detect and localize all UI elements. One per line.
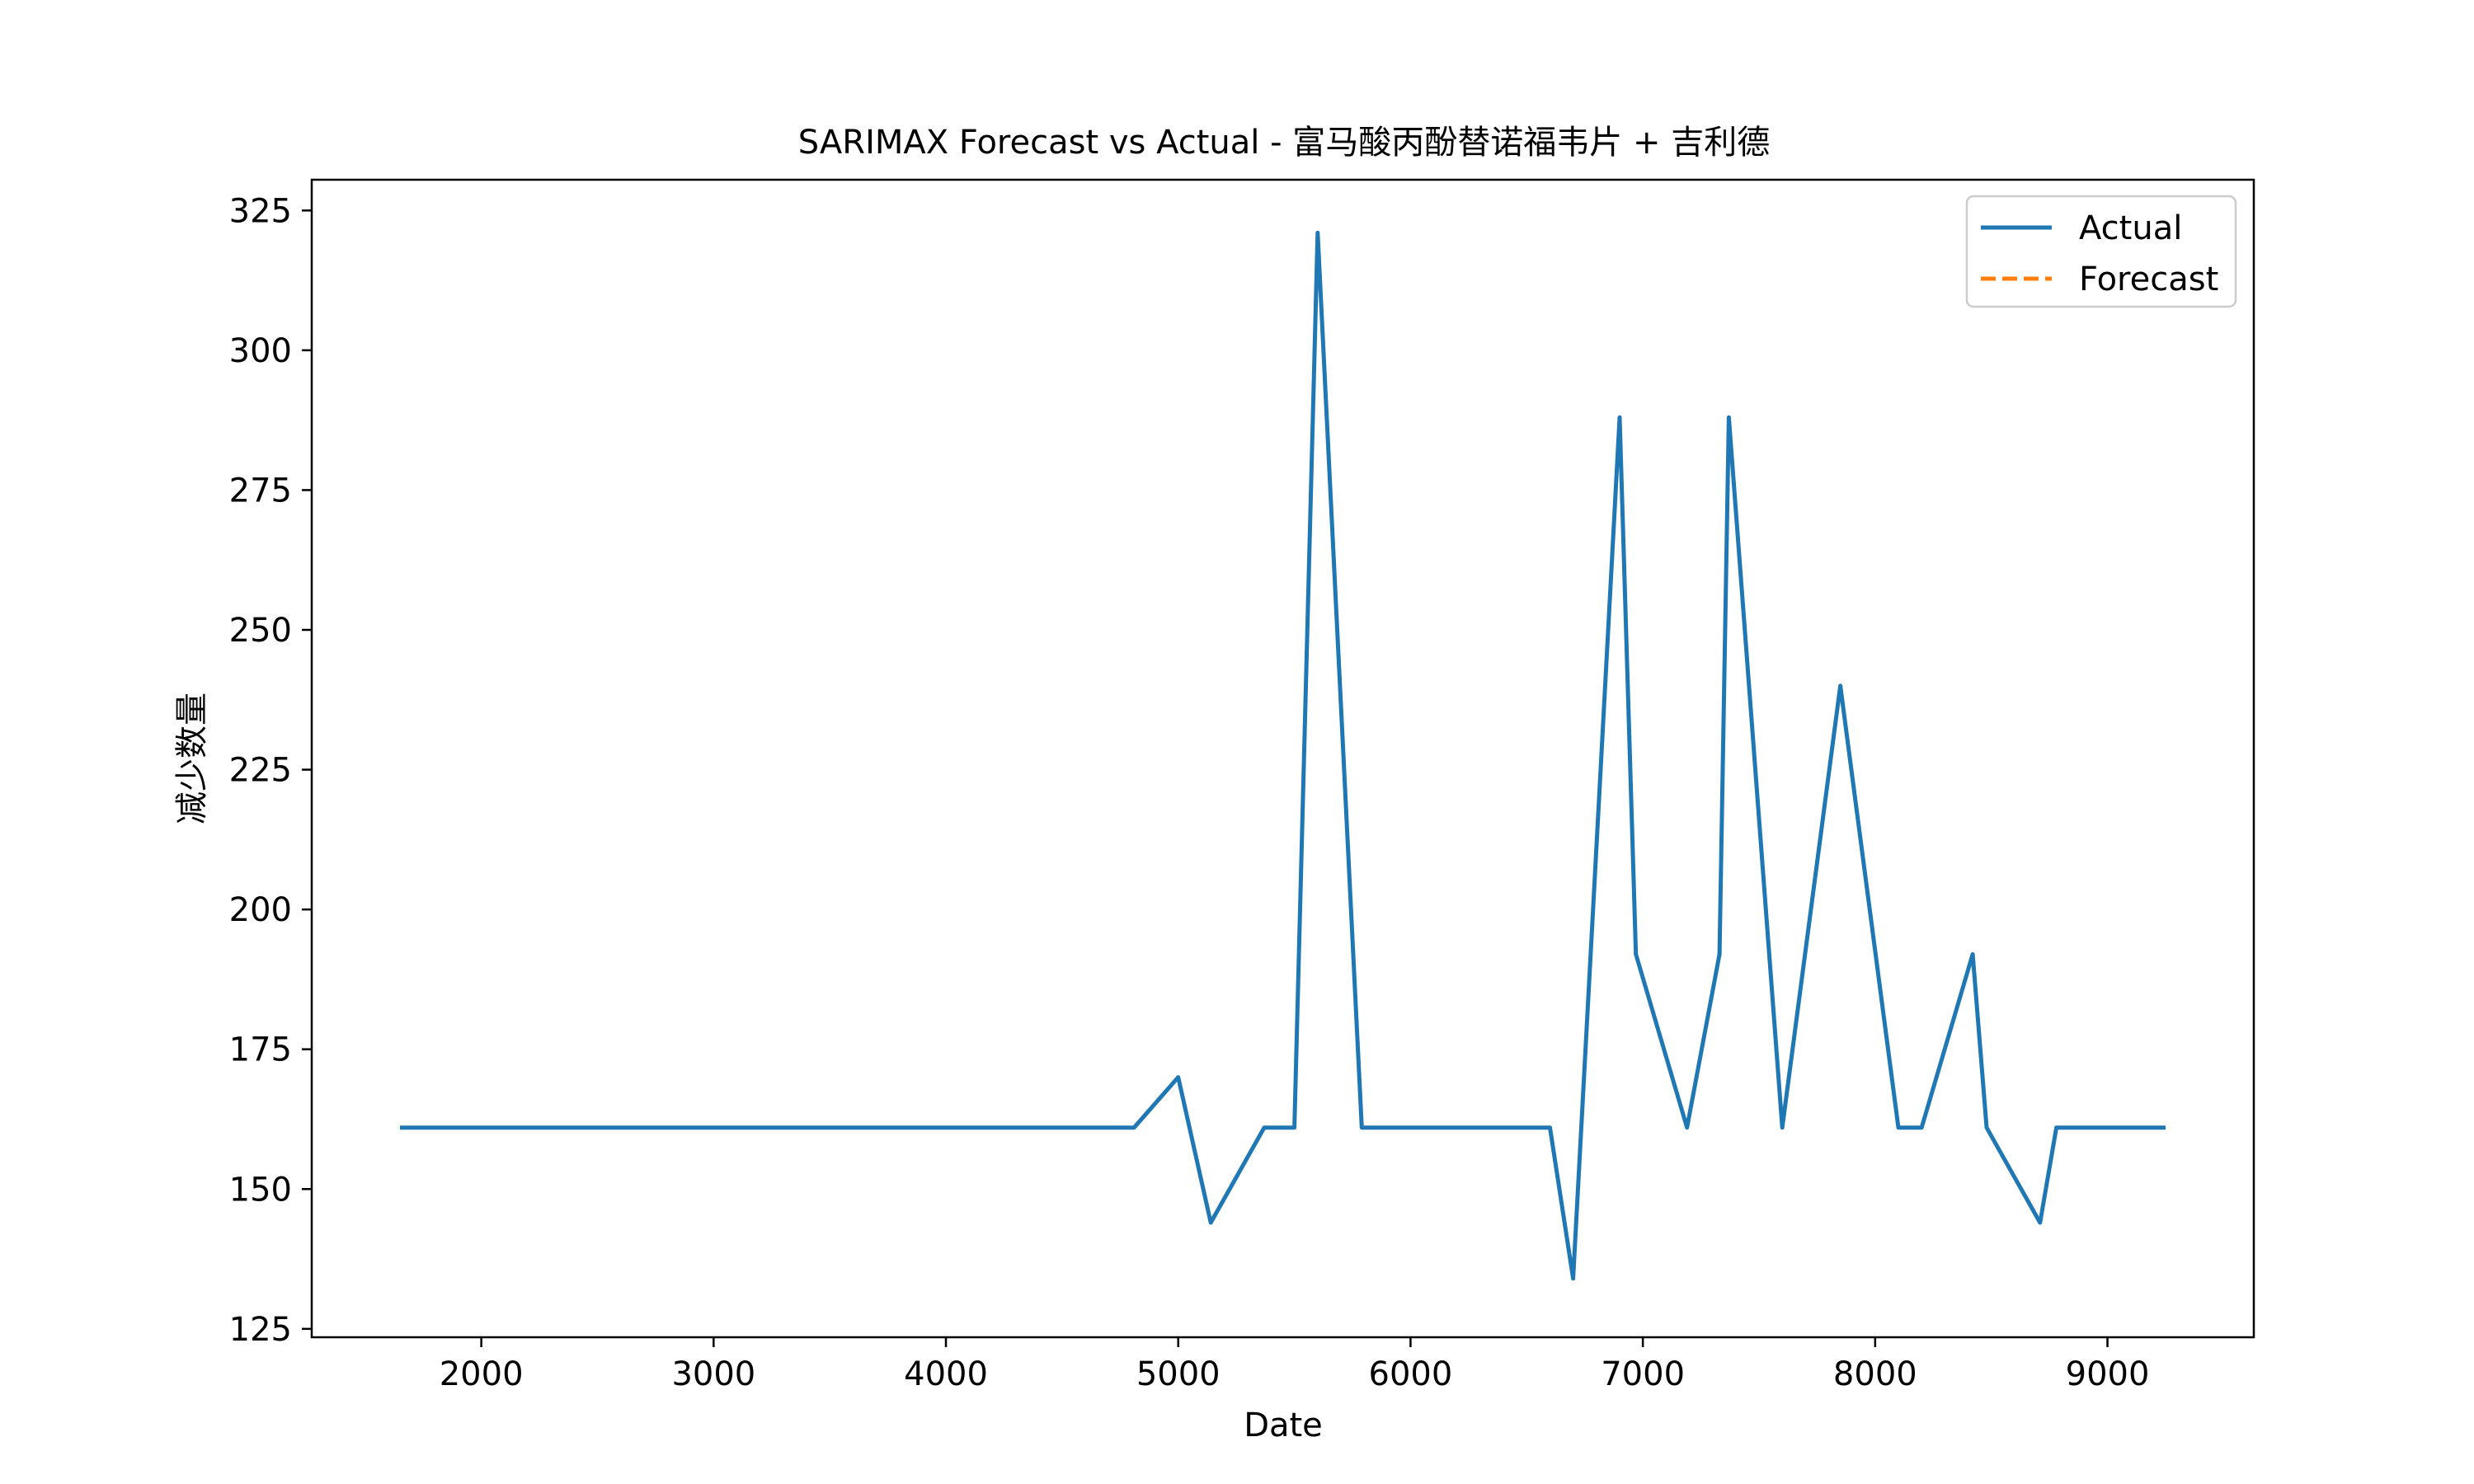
series-line-actual [400, 230, 2166, 1281]
x-tick-label: 8000 [1833, 1355, 1917, 1393]
legend-label-actual: Actual [2079, 209, 2182, 247]
series-layer [399, 230, 2166, 1281]
x-axis-label: Date [1244, 1407, 1323, 1444]
y-tick-label: 225 [229, 752, 292, 790]
x-axis-ticks: 2000 3000 4000 5000 6000 7000 8000 9000 [440, 1337, 2150, 1393]
chart-title: SARIMAX Forecast vs Actual - 富马酸丙酚替诺福韦片 … [798, 124, 1770, 162]
y-tick-label: 150 [229, 1171, 292, 1209]
y-tick-label: 125 [229, 1311, 292, 1349]
x-tick-label: 4000 [904, 1355, 988, 1393]
y-axis-ticks: 125 150 175 200 225 250 275 300 325 [229, 192, 312, 1349]
x-tick-label: 3000 [671, 1355, 755, 1393]
axes-frame [310, 178, 2255, 1339]
y-axis-label: 减少数量 [173, 693, 211, 824]
y-tick-label: 175 [229, 1031, 292, 1069]
y-tick-label: 250 [229, 612, 292, 650]
x-tick-label: 7000 [1601, 1355, 1685, 1393]
y-tick-label: 275 [229, 472, 292, 510]
x-tick-label: 2000 [440, 1355, 524, 1393]
legend: Actual Forecast [1965, 195, 2237, 308]
x-tick-label: 5000 [1136, 1355, 1221, 1393]
legend-label-forecast: Forecast [2079, 261, 2218, 298]
x-tick-label: 9000 [2066, 1355, 2150, 1393]
y-tick-label: 325 [229, 192, 292, 230]
y-tick-label: 300 [229, 332, 292, 370]
x-tick-label: 6000 [1369, 1355, 1453, 1393]
y-tick-label: 200 [229, 891, 292, 929]
plot-area [310, 178, 2255, 1339]
